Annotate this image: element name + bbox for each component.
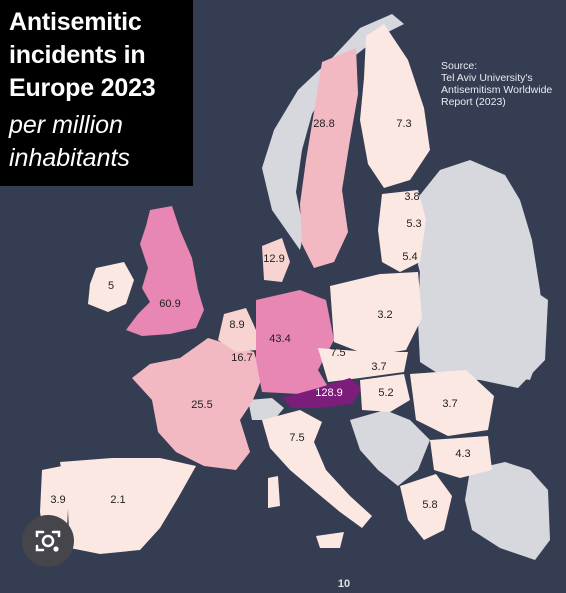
estonia-label: 3.8	[404, 191, 420, 203]
map-title: Antisemitic incidents in Europe 2023	[9, 8, 156, 102]
camera-search-icon	[35, 530, 61, 552]
austria-label: 128.9	[315, 387, 343, 399]
benelux-shape	[218, 308, 256, 352]
italy-label: 7.5	[289, 432, 305, 444]
uk-label: 60.9	[159, 298, 181, 310]
lens-button[interactable]	[22, 515, 74, 567]
turkey-shape	[465, 462, 550, 560]
balkans-shape	[350, 410, 430, 486]
map-subtitle: per million inhabitants	[9, 111, 130, 172]
spain-shape	[60, 458, 196, 554]
bulgaria-shape	[430, 436, 492, 478]
belarus-ukraine-shape	[418, 268, 548, 388]
denmark-label: 12.9	[263, 253, 285, 265]
romania-shape	[410, 370, 494, 436]
spain-label: 2.1	[110, 494, 126, 506]
slovakia-label: 3.7	[371, 361, 387, 373]
italy-shape	[262, 410, 372, 528]
france-shape	[132, 338, 262, 470]
uk-shape	[126, 206, 204, 336]
source-note: Source: Tel Aviv University's Antisemiti…	[441, 60, 553, 108]
poland-shape	[330, 272, 422, 356]
czechia-label: 7.5	[330, 347, 346, 359]
finland-shape	[360, 24, 430, 188]
belgium-label: 16.7	[231, 352, 253, 364]
ireland-shape	[88, 262, 134, 312]
sardinia-shape	[268, 476, 280, 508]
greece-label: 5.8	[422, 499, 438, 511]
sweden-label: 28.8	[313, 118, 335, 130]
austria-shape	[282, 378, 362, 408]
france-label: 25.5	[191, 399, 213, 411]
romania-label: 3.7	[442, 398, 458, 410]
portugal-label: 3.9	[50, 494, 66, 506]
sicily-shape	[316, 532, 344, 548]
germany-label: 43.4	[269, 333, 291, 345]
hungary-shape	[360, 374, 410, 412]
germany-shape	[256, 290, 334, 394]
bulgaria-label: 4.3	[455, 448, 471, 460]
poland-label: 3.2	[377, 309, 393, 321]
sweden-shape	[300, 48, 358, 268]
czechia-slovakia-shape	[318, 348, 408, 382]
ireland-label: 5	[107, 280, 115, 292]
lithuania-label: 5.4	[402, 251, 418, 263]
hungary-label: 5.2	[378, 387, 394, 399]
denmark-shape	[262, 238, 290, 282]
finland-label: 7.3	[396, 118, 412, 130]
page-number: 10	[337, 578, 351, 590]
netherlands-label: 8.9	[229, 319, 245, 331]
title-box: Antisemitic incidents in Europe 2023 per…	[0, 0, 193, 186]
latvia-label: 5.3	[406, 218, 422, 230]
baltics-shape	[378, 190, 426, 272]
greece-shape	[400, 474, 452, 540]
switzerland-shape	[248, 398, 284, 420]
